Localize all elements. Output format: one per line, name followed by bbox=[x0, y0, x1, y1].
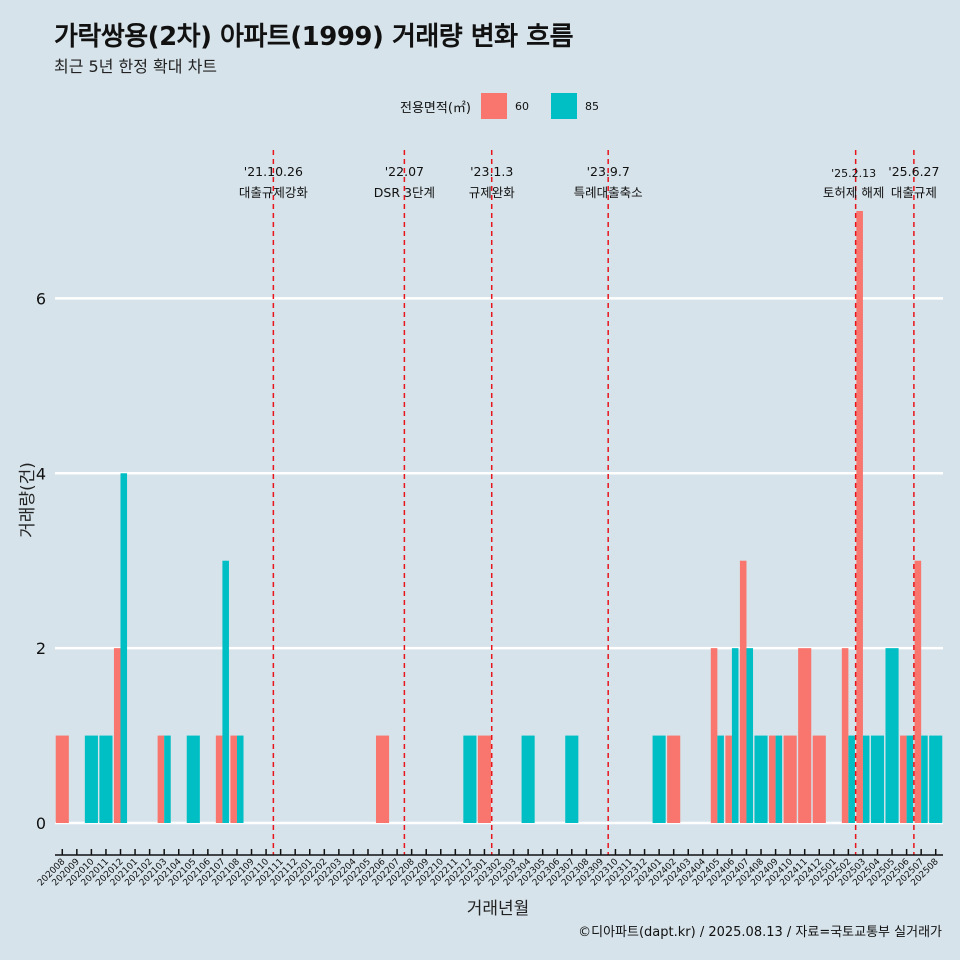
legend: 전용면적(㎡) 60 85 bbox=[400, 93, 621, 119]
bar-85-202304 bbox=[521, 735, 535, 823]
bar-85-202405 bbox=[717, 735, 724, 823]
bar-60-202411 bbox=[798, 648, 812, 823]
axes: 2020082020092020102020112020122021012021… bbox=[36, 849, 943, 888]
legend-swatch-85 bbox=[550, 93, 577, 119]
bar-85-202107 bbox=[222, 560, 229, 823]
bar-60-202409 bbox=[769, 735, 776, 823]
legend-label-85: 85 bbox=[584, 99, 599, 113]
event-label-1: DSR 3단계 bbox=[374, 185, 435, 200]
bar-85-202103 bbox=[164, 735, 171, 823]
bar-60-202301 bbox=[477, 735, 491, 823]
bar-60-202108 bbox=[230, 735, 237, 823]
event-label-0: 대출규제강화 bbox=[239, 185, 309, 200]
bar-60-202012 bbox=[113, 648, 121, 823]
event-label-2: 규제완화 bbox=[469, 185, 516, 200]
bar-85-202108 bbox=[236, 735, 244, 823]
y-tick-label-2: 2 bbox=[36, 639, 46, 658]
x-axis-label: 거래년월 bbox=[467, 899, 530, 919]
event-date-3: '23.9.7 bbox=[587, 164, 630, 179]
bar-60-202103 bbox=[157, 735, 165, 823]
y-tick-label-4: 4 bbox=[36, 464, 46, 483]
y-tick-label-6: 6 bbox=[36, 289, 46, 308]
bar-85-202503 bbox=[862, 735, 870, 823]
bar-60-202503 bbox=[856, 211, 863, 823]
chart-title: 가락쌍용(2차) 아파트(1999) 거래량 변화 흐름 bbox=[54, 22, 574, 52]
bar-60-202407 bbox=[739, 560, 747, 823]
event-lines: '21.10.26 대출규제강화 '22.07 DSR 3단계 '23.1.3 규제완화 '… bbox=[239, 150, 939, 855]
bar-85-202307 bbox=[565, 735, 579, 823]
event-label-4: 토허제 해제 bbox=[823, 185, 884, 200]
legend-label-60: 60 bbox=[514, 99, 529, 113]
bar-60-202507 bbox=[914, 560, 922, 823]
bar-85-202408 bbox=[754, 735, 768, 823]
bar-60-202410 bbox=[783, 735, 797, 823]
legend-swatch-60 bbox=[480, 93, 507, 119]
event-date-2: '23.1.3 bbox=[470, 164, 513, 179]
bar-60-202506 bbox=[900, 735, 907, 823]
bar-60-202405 bbox=[710, 648, 718, 823]
caption: ©디아파트(dapt.kr) / 2025.08.13 / 자료=국토교통부 실… bbox=[578, 925, 942, 940]
bar-60-202502 bbox=[841, 648, 849, 823]
bar-85-202212 bbox=[463, 735, 477, 823]
event-date-4: '25.2.13 bbox=[831, 167, 876, 180]
event-label-5: 대출규제 bbox=[891, 185, 937, 200]
bar-85-202508 bbox=[929, 735, 943, 823]
bar-85-202502 bbox=[848, 735, 855, 823]
bar-85-202406 bbox=[731, 648, 739, 823]
bar-85-202105 bbox=[186, 735, 200, 823]
bar-85-202409 bbox=[775, 735, 783, 823]
bar-60-202406 bbox=[725, 735, 732, 823]
bar-85-202506 bbox=[906, 735, 914, 823]
event-label-3: 특례대출축소 bbox=[574, 185, 643, 200]
bar-85-202504 bbox=[870, 735, 885, 823]
bar-85-202507 bbox=[921, 735, 928, 823]
legend-title: 전용면적(㎡) bbox=[400, 100, 471, 116]
bar-85-202012 bbox=[120, 473, 128, 823]
event-date-5: '25.6.27 bbox=[888, 164, 939, 179]
bar-60-202206 bbox=[375, 735, 390, 823]
y-axis-label: 거래량(건) bbox=[18, 462, 38, 538]
bar-60-202008 bbox=[55, 735, 69, 823]
grid-lines: 0 2 4 6 bbox=[36, 289, 943, 833]
chart-subtitle: 최근 5년 한정 확대 차트 bbox=[54, 57, 218, 76]
bar-85-202401 bbox=[652, 735, 666, 823]
bar-85-202505 bbox=[885, 648, 899, 823]
bar-85-202011 bbox=[99, 735, 113, 823]
bar-60-202402 bbox=[667, 735, 681, 823]
y-tick-label-0: 0 bbox=[36, 814, 46, 833]
event-date-0: '21.10.26 bbox=[244, 164, 303, 179]
bar-60-202412 bbox=[812, 735, 826, 823]
event-date-1: '22.07 bbox=[385, 164, 424, 179]
bar-85-202407 bbox=[746, 648, 754, 823]
bars bbox=[55, 211, 943, 823]
bar-85-202010 bbox=[84, 735, 98, 823]
bar-60-202107 bbox=[215, 735, 223, 823]
